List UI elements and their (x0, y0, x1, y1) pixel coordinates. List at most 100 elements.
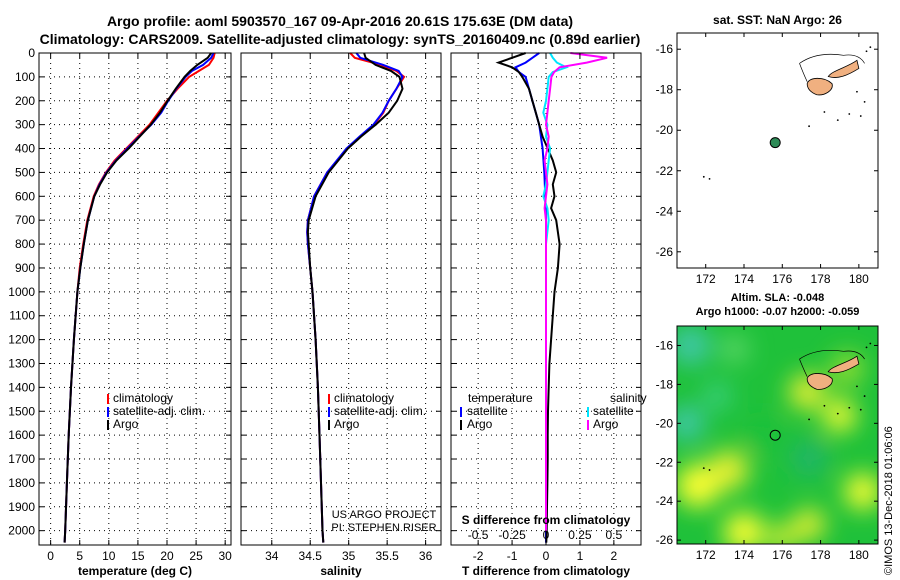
depth-tick-label: 300 (15, 118, 35, 132)
depth-tick-label: 600 (15, 189, 35, 203)
sst-map-ytick-label: -16 (656, 42, 674, 56)
sla-blob (724, 512, 764, 552)
salinity-xtick-label: 35 (342, 549, 356, 563)
sst-map-xtick-label: 174 (734, 272, 754, 286)
sla-map-xtick-label: 174 (734, 548, 754, 562)
difference-legend-label-sal: Argo (593, 417, 619, 431)
sst-map-xtick-label: 180 (849, 272, 869, 286)
temperature-xlabel: temperature (deg C) (78, 564, 192, 578)
salinity-legend-label: Argo (334, 417, 360, 431)
sla-blob (669, 405, 705, 441)
small-island (869, 343, 871, 345)
small-island (837, 119, 839, 121)
salinity-panel: 34 34.5 35 35.5 36 salinity climatologysatelli… (241, 53, 441, 578)
small-island (824, 405, 826, 407)
depth-tick-label: 700 (15, 213, 35, 227)
depth-tick-label: 1200 (8, 333, 35, 347)
salinity-series-argo (308, 53, 403, 543)
difference-legend-label-temp: satellite (467, 404, 508, 418)
depth-tick-label: 200 (15, 94, 35, 108)
sla-map-panel: 172 174 176 178 180 -16 -18 -20 -22 -24 -26 Altim. … (656, 292, 881, 562)
sla-map-ytick-label: -26 (656, 533, 674, 547)
difference-xtick-label: -1 (507, 549, 518, 563)
sla-map-xtick-label: 178 (811, 548, 831, 562)
sla-map-xtick-label: 180 (849, 548, 869, 562)
difference-stick-label: 0 (543, 528, 550, 542)
small-island (864, 101, 866, 103)
depth-tick-label: 1300 (8, 356, 35, 370)
small-island (709, 178, 711, 180)
sst-title: sat. SST: NaN Argo: 26 (713, 13, 842, 27)
difference-series-argo-temperature (499, 53, 560, 543)
temperature-xtick-label: 0 (47, 549, 54, 563)
sla-map-ytick-label: -22 (656, 455, 674, 469)
depth-tick-label: 2000 (8, 524, 35, 538)
small-island (864, 395, 866, 397)
small-island (703, 176, 705, 178)
temperature-xtick-label: 20 (160, 549, 174, 563)
sla-map-ytick-label: -24 (656, 494, 674, 508)
sla-blob (793, 509, 825, 541)
difference-xtick-label: -2 (473, 549, 484, 563)
small-island (856, 91, 858, 93)
difference-legend-label-sal: satellite (593, 404, 634, 418)
difference-xtick-label: 1 (577, 549, 584, 563)
depth-tick-label: 400 (15, 142, 35, 156)
credit-line-2: PI: STEPHEN RISER (331, 522, 436, 534)
difference-xlabel: T difference from climatology (462, 564, 630, 578)
sst-map-panel: 172 174 176 178 180 -16 -18 -20 -22 -24 -26 sat. SS… (656, 13, 878, 286)
temperature-series-satelliteadjclim (65, 53, 214, 543)
sst-map-xtick-label: 176 (772, 272, 792, 286)
sla-map-ytick-label: -20 (656, 416, 674, 430)
temperature-xtick-label: 25 (189, 549, 203, 563)
depth-tick-label: 900 (15, 261, 35, 275)
sst-map-ytick-label: -26 (656, 245, 674, 259)
difference-series-satellite-temperature (516, 53, 547, 543)
difference-legend-temp-title: temperature (468, 391, 533, 405)
island-vanua-levu (828, 60, 859, 77)
float-marker (770, 138, 780, 148)
sla-title-line-2: Argo h1000: -0.07 h2000: -0.059 (696, 306, 860, 318)
small-island (848, 113, 850, 115)
depth-tick-label: 0 (28, 46, 35, 60)
sla-blob (791, 440, 827, 476)
difference-xtick-label: 0 (543, 549, 550, 563)
sst-map-ytick-label: -22 (656, 164, 674, 178)
small-island (860, 409, 862, 411)
island-viti-levu (807, 78, 832, 95)
small-island (860, 115, 862, 117)
sst-map-xtick-label: 172 (696, 272, 716, 286)
difference-stick-label: -0.5 (468, 528, 489, 542)
small-island (808, 419, 810, 421)
salinity-xtick-label: 36 (419, 549, 433, 563)
temperature-legend-label: Argo (113, 417, 139, 431)
depth-tick-label: 1400 (8, 380, 35, 394)
difference-legend-sal-title: salinity (610, 391, 647, 405)
salinity-xlabel: salinity (320, 564, 362, 578)
credits-block: US ARGO PROJECT PI: STEPHEN RISER (331, 509, 436, 534)
salinity-xtick-label: 34 (265, 549, 279, 563)
small-island (869, 46, 871, 48)
depth-tick-label: 1800 (8, 476, 35, 490)
depth-tick-label: 1600 (8, 428, 35, 442)
salinity-series-climatology (307, 53, 404, 543)
difference-legend-label-temp: Argo (467, 417, 493, 431)
salinity-xtick-label: 34.5 (299, 549, 323, 563)
sla-map-ytick-label: -16 (656, 338, 674, 352)
sla-blob (709, 450, 749, 490)
reef-outline (800, 63, 808, 81)
difference-stick-label: -0.25 (498, 528, 526, 542)
small-island (856, 385, 858, 387)
small-island (837, 413, 839, 415)
figure-canvas: 0 5 10 15 20 25 30temperature (deg C)010020030… (0, 0, 900, 580)
sst-map-xtick-label: 178 (811, 272, 831, 286)
depth-tick-label: 1000 (8, 285, 35, 299)
temperature-series-argo (65, 53, 212, 543)
sla-blob (824, 400, 856, 432)
temperature-panel: 0 5 10 15 20 25 30 temperature (deg C) 0 100 200 30… (8, 46, 232, 578)
depth-tick-label: 1100 (9, 309, 35, 323)
difference-stick-label: 0.5 (606, 528, 623, 542)
small-island (866, 50, 868, 52)
small-island (709, 469, 711, 471)
credit-line-1: US ARGO PROJECT (332, 509, 437, 521)
